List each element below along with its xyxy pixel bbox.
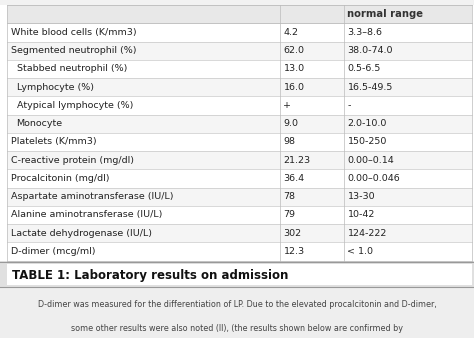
Bar: [280, 60, 344, 78]
Text: 9.0: 9.0: [283, 119, 299, 128]
Bar: [7, 23, 280, 42]
Text: 0.00–0.14: 0.00–0.14: [347, 156, 394, 165]
Text: Segmented neutrophil (%): Segmented neutrophil (%): [11, 46, 137, 55]
Bar: [344, 224, 472, 242]
Text: 0.00–0.046: 0.00–0.046: [347, 174, 400, 183]
Text: Aspartate aminotransferase (IU/L): Aspartate aminotransferase (IU/L): [11, 192, 173, 201]
Text: D-dimer (mcg/ml): D-dimer (mcg/ml): [11, 247, 95, 256]
Text: 16.0: 16.0: [283, 83, 304, 92]
Bar: [0, 261, 474, 287]
Text: Stabbed neutrophil (%): Stabbed neutrophil (%): [17, 65, 127, 73]
Text: 2.0-10.0: 2.0-10.0: [347, 119, 387, 128]
Text: 302: 302: [283, 229, 301, 238]
Text: 3.3–8.6: 3.3–8.6: [347, 28, 383, 37]
Bar: [280, 96, 344, 115]
Text: 38.0-74.0: 38.0-74.0: [347, 46, 393, 55]
Bar: [344, 23, 472, 42]
Bar: [344, 115, 472, 133]
Text: 98: 98: [283, 138, 295, 146]
Bar: [7, 206, 280, 224]
Text: 12.3: 12.3: [283, 247, 305, 256]
Text: 13-30: 13-30: [347, 192, 375, 201]
Text: some other results were also noted (II), (the results shown below are confirmed : some other results were also noted (II),…: [71, 324, 403, 333]
Bar: [280, 78, 344, 96]
Bar: [7, 5, 280, 23]
Text: Atypical lymphocyte (%): Atypical lymphocyte (%): [17, 101, 133, 110]
Bar: [0, 287, 474, 338]
Bar: [344, 78, 472, 96]
Bar: [344, 151, 472, 169]
Bar: [7, 169, 280, 188]
Bar: [280, 169, 344, 188]
Bar: [7, 224, 280, 242]
Text: 10-42: 10-42: [347, 211, 375, 219]
Text: 21.23: 21.23: [283, 156, 310, 165]
Bar: [280, 151, 344, 169]
Bar: [7, 42, 280, 60]
Text: 13.0: 13.0: [283, 65, 305, 73]
Text: Alanine aminotransferase (IU/L): Alanine aminotransferase (IU/L): [11, 211, 162, 219]
Bar: [280, 23, 344, 42]
Text: Monocyte: Monocyte: [17, 119, 63, 128]
Bar: [7, 264, 472, 285]
Text: 150-250: 150-250: [347, 138, 387, 146]
Bar: [344, 133, 472, 151]
Text: 4.2: 4.2: [283, 28, 299, 37]
Text: C-reactive protein (mg/dl): C-reactive protein (mg/dl): [11, 156, 134, 165]
Bar: [280, 115, 344, 133]
Text: D-dimer was measured for the differentiation of LP. Due to the elevated procalci: D-dimer was measured for the differentia…: [37, 300, 437, 309]
Bar: [344, 206, 472, 224]
Text: -: -: [347, 101, 351, 110]
Text: 124-222: 124-222: [347, 229, 387, 238]
Bar: [344, 96, 472, 115]
Text: 0.5-6.5: 0.5-6.5: [347, 65, 381, 73]
Bar: [0, 5, 474, 261]
Bar: [7, 188, 280, 206]
Bar: [7, 115, 280, 133]
Bar: [7, 242, 280, 261]
Text: 36.4: 36.4: [283, 174, 305, 183]
Text: 79: 79: [283, 211, 295, 219]
Text: normal range: normal range: [347, 9, 423, 19]
Text: White blood cells (K/mm3): White blood cells (K/mm3): [11, 28, 137, 37]
Bar: [7, 60, 280, 78]
Text: Procalcitonin (mg/dl): Procalcitonin (mg/dl): [11, 174, 109, 183]
Text: Lactate dehydrogenase (IU/L): Lactate dehydrogenase (IU/L): [11, 229, 152, 238]
Bar: [280, 188, 344, 206]
Bar: [280, 133, 344, 151]
Bar: [280, 5, 344, 23]
Bar: [7, 133, 280, 151]
Bar: [7, 78, 280, 96]
Bar: [344, 242, 472, 261]
Bar: [344, 5, 472, 23]
Bar: [7, 151, 280, 169]
Bar: [280, 242, 344, 261]
Bar: [344, 42, 472, 60]
Text: < 1.0: < 1.0: [347, 247, 374, 256]
Bar: [280, 224, 344, 242]
Bar: [344, 169, 472, 188]
Bar: [344, 188, 472, 206]
Bar: [344, 60, 472, 78]
Text: 62.0: 62.0: [283, 46, 304, 55]
Text: 78: 78: [283, 192, 295, 201]
Text: Platelets (K/mm3): Platelets (K/mm3): [11, 138, 97, 146]
Text: 16.5-49.5: 16.5-49.5: [347, 83, 393, 92]
Text: +: +: [283, 101, 292, 110]
Text: TABLE 1: Laboratory results on admission: TABLE 1: Laboratory results on admission: [12, 269, 288, 282]
Bar: [280, 42, 344, 60]
Bar: [280, 206, 344, 224]
Bar: [7, 96, 280, 115]
Text: Lymphocyte (%): Lymphocyte (%): [17, 83, 93, 92]
